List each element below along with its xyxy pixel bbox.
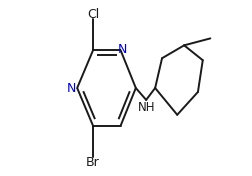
Text: N: N [67,81,76,95]
Text: Br: Br [86,156,100,169]
Text: Cl: Cl [86,8,99,21]
Text: N: N [118,43,127,56]
Text: NH: NH [138,101,155,114]
